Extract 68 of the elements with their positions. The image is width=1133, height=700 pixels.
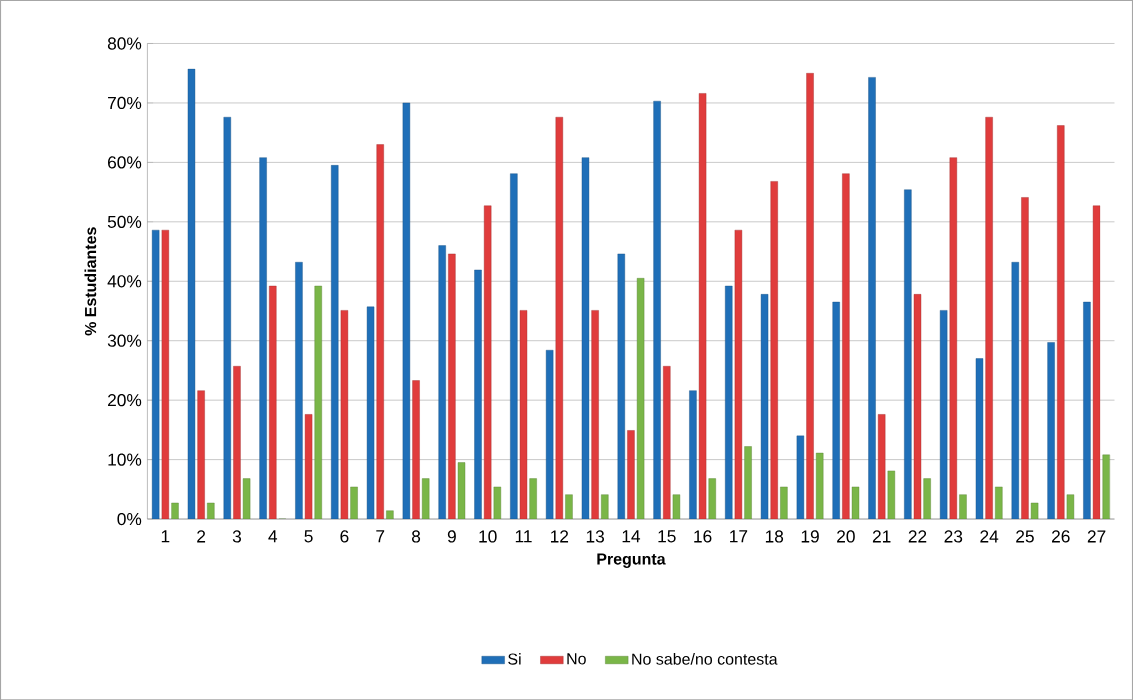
y-tick-label: 10%	[108, 453, 142, 466]
bar	[1011, 261, 1019, 519]
bar	[402, 102, 411, 519]
x-tick-label: 8	[411, 530, 421, 543]
bar	[760, 293, 769, 519]
x-tick-label: 10	[479, 530, 497, 543]
bar	[151, 229, 160, 519]
legend-label: No sabe/no contesta	[632, 652, 778, 665]
bar	[689, 390, 697, 519]
x-tick-label: 16	[694, 530, 712, 543]
bar	[1047, 342, 1055, 519]
x-tick-label: 18	[765, 530, 784, 543]
legend-label: Si	[508, 652, 521, 665]
x-tick-label: 19	[801, 530, 819, 543]
bar	[1083, 301, 1091, 519]
x-axis-title: Pregunta	[597, 553, 666, 568]
bar	[904, 189, 912, 519]
y-tick-label: 20%	[108, 393, 142, 407]
bar	[617, 253, 625, 519]
x-tick-label: 26	[1052, 530, 1070, 543]
y-axis-title: % Estudiantes	[84, 227, 97, 336]
y-tick-label: 0%	[117, 512, 142, 525]
bar	[438, 245, 446, 519]
bar	[259, 157, 267, 519]
bar	[223, 116, 231, 519]
y-tick-label: 60%	[108, 156, 142, 169]
bar	[832, 301, 840, 519]
x-tick-label: 14	[622, 530, 641, 543]
x-tick-label: 6	[340, 530, 349, 543]
x-tick-label: 2	[197, 530, 206, 543]
bar	[796, 435, 805, 519]
x-tick-label: 21	[872, 530, 891, 543]
y-tick-label: 30%	[107, 334, 142, 347]
bar	[975, 358, 984, 519]
bar	[653, 100, 661, 519]
bar	[545, 349, 554, 519]
x-tick-label: 23	[944, 530, 963, 543]
bar	[868, 76, 876, 519]
x-tick-label: 15	[658, 530, 676, 543]
x-tick-label: 11	[515, 530, 532, 543]
y-tick-label: 40%	[107, 274, 142, 288]
legend-label: No	[567, 653, 586, 665]
x-tick-label: 3	[232, 530, 242, 543]
bar	[187, 68, 196, 519]
x-tick-label: 5	[304, 530, 313, 543]
bar	[725, 285, 733, 519]
x-tick-label: 17	[730, 530, 748, 543]
x-tick-label: 1	[161, 530, 170, 543]
bar	[939, 309, 948, 519]
x-tick-label: 27	[1087, 530, 1106, 543]
x-tick-label: 13	[586, 530, 605, 543]
x-tick-label: 9	[447, 530, 456, 543]
x-tick-label: 7	[376, 530, 385, 543]
x-tick-label: 22	[908, 530, 927, 543]
bar	[295, 261, 303, 519]
bar	[331, 164, 339, 519]
x-tick-label: 4	[268, 530, 278, 543]
x-tick-label: 12	[551, 530, 569, 543]
bar	[581, 157, 590, 519]
bar	[474, 269, 482, 519]
x-tick-label: 24	[980, 530, 999, 543]
y-tick-label: 70%	[108, 96, 142, 109]
y-tick-label: 80%	[107, 37, 142, 50]
x-tick-label: 20	[837, 530, 855, 543]
y-tick-label: 50%	[107, 215, 142, 228]
bar	[366, 306, 375, 519]
x-tick-label: 25	[1016, 530, 1034, 543]
bar	[510, 173, 518, 519]
